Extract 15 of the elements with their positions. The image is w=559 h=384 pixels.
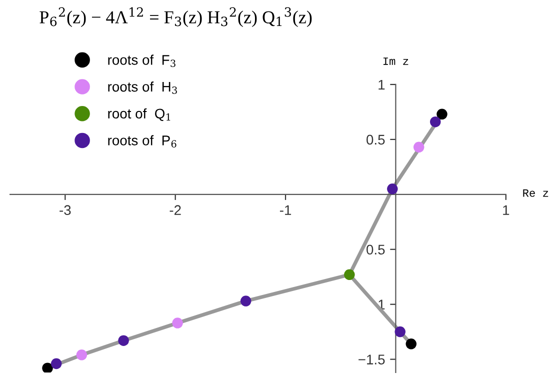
legend-label: roots of F$_{3}$ [108,54,176,68]
chart-title: P$_{6}$$^{2}$(z) − 4Λ$^{12}$ = F$_{3}$(z) H$_{3}$$^{2}$(z) Q$_{1}$$^{3}$(z) [40,7,312,28]
legend-label: roots of P$_{6}$ [108,135,176,148]
x-tick-label: 1 [503,205,510,215]
x-tick-label: -3 [60,205,71,216]
x-tick-label: -2 [170,205,181,215]
y-axis-title: Im z [383,58,408,65]
legend-label: root of Q$_{1}$ [108,108,170,122]
x-axis-title: Re z [523,189,548,197]
y-tick-label: 0.5 [366,244,385,255]
y-tick-label: 1 [378,80,385,90]
x-tick-label: -1 [280,205,292,215]
y-tick-label: 0.5 [366,134,385,145]
legend-label: roots of H$_{3}$ [108,82,177,94]
y-tick-label: −1.5 [358,354,385,364]
